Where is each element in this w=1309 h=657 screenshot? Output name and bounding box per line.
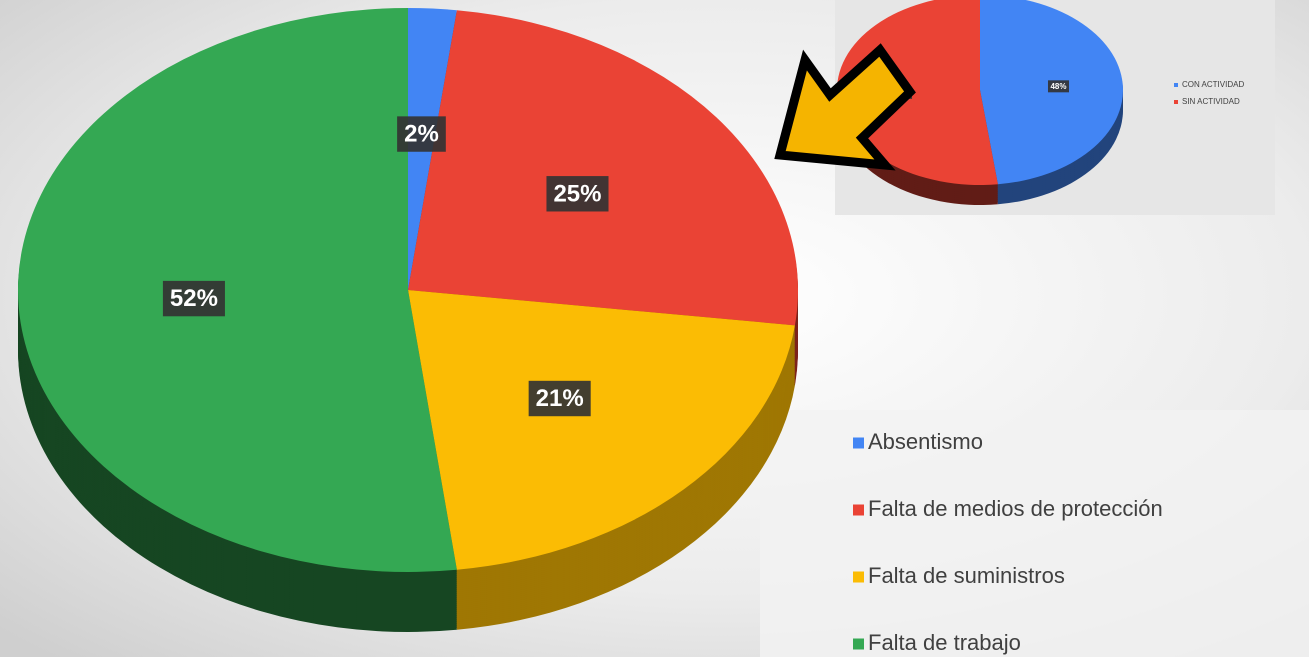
legend-swatch [853,504,864,516]
slice [408,10,799,326]
legend-label: Falta de suministros [868,563,1065,588]
data-label-box [1047,80,1070,93]
legend-label: SIN ACTIVIDAD [1182,97,1240,106]
legend-swatch [1174,100,1178,104]
legend-label: CON ACTIVIDAD [1182,80,1244,89]
legend-swatch [1174,83,1178,87]
data-label: 48% [1050,82,1066,91]
legend-swatch [853,437,864,449]
slice [18,7,457,572]
legend-label: Falta de trabajo [868,630,1021,655]
data-label: 21% [536,385,584,412]
data-label-box [397,116,446,152]
data-label-box [546,176,609,212]
legend-label: Falta de medios de protección [868,496,1163,521]
legend-panel [760,410,1309,657]
slice [408,290,795,570]
legend-swatch [853,571,864,583]
arrow-icon [774,43,916,171]
legend-swatch [853,638,864,650]
legend-label: Absentismo [868,429,983,454]
slice [837,0,998,185]
data-label-box [162,280,225,317]
data-label: 25% [553,180,601,207]
data-label-box [528,380,591,417]
plot-layer: 2% 25% 21% 52% Absentismo Falta de medios de … [17,0,1244,655]
data-label: 2% [404,121,439,148]
data-label: 52% [170,285,218,312]
